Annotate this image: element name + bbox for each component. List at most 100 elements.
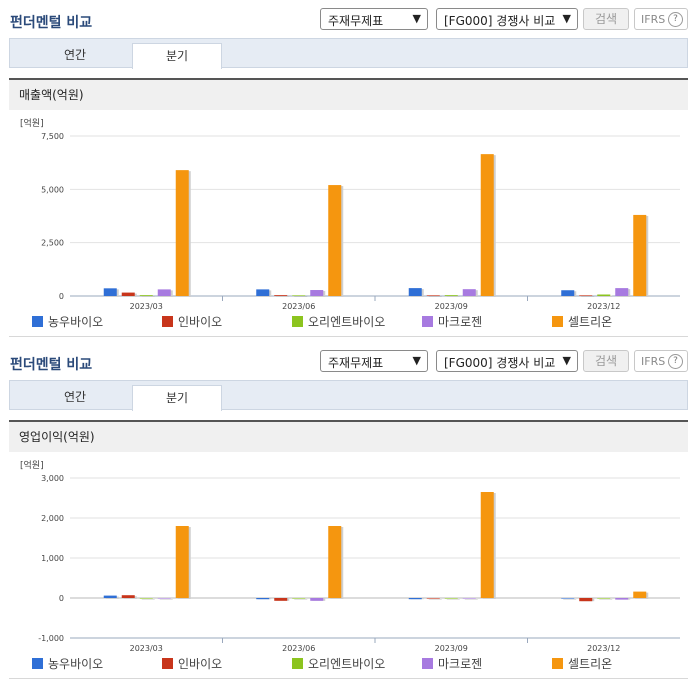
bar[interactable]: [175, 170, 189, 296]
ifrs-label: IFRS: [641, 355, 666, 368]
bar[interactable]: [310, 290, 324, 296]
chevron-down-icon: ▼: [562, 12, 571, 25]
peer-group-select-value: [FG000] 경쟁사 비교: [444, 14, 556, 28]
bar[interactable]: [328, 526, 342, 598]
section-title: 영업이익(억원): [9, 420, 688, 452]
legend-item[interactable]: 농우바이오: [32, 655, 103, 672]
statement-select[interactable]: 주재무제표 ▼: [320, 350, 428, 372]
legend-item[interactable]: 오리엔트바이오: [292, 655, 385, 672]
bar[interactable]: [256, 289, 270, 296]
tab-quarterly[interactable]: 분기: [132, 43, 222, 69]
bar[interactable]: [579, 295, 593, 296]
bar[interactable]: [597, 598, 611, 599]
statement-select-value: 주재무제표: [328, 356, 384, 370]
ifrs-help-button[interactable]: IFRS?: [634, 350, 688, 372]
x-tick-label: 2023/12: [587, 644, 620, 652]
bar[interactable]: [157, 598, 171, 599]
y-tick-label: 1,000: [41, 554, 64, 563]
bar-shadow: [599, 599, 613, 600]
bar-shadow: [563, 599, 577, 600]
bar-shadow: [159, 599, 173, 600]
legend-label: 인바이오: [178, 657, 223, 671]
bar[interactable]: [139, 598, 153, 599]
bar-shadow: [581, 296, 595, 297]
bar[interactable]: [274, 295, 288, 296]
y-tick-label: 2,500: [41, 239, 64, 248]
y-tick-label: 2,000: [41, 514, 64, 523]
bar[interactable]: [157, 289, 171, 296]
bar[interactable]: [462, 598, 476, 599]
tab-annual[interactable]: 연간: [63, 48, 87, 62]
bar[interactable]: [274, 598, 288, 601]
legend-item[interactable]: 셀트리온: [552, 655, 612, 672]
legend-item[interactable]: 마크로젠: [422, 313, 482, 330]
legend-item[interactable]: 농우바이오: [32, 313, 103, 330]
bar[interactable]: [444, 598, 458, 599]
legend-item[interactable]: 마크로젠: [422, 655, 482, 672]
bar[interactable]: [561, 598, 575, 599]
legend-label: 농우바이오: [48, 657, 104, 671]
bar[interactable]: [408, 288, 422, 296]
peer-group-select[interactable]: [FG000] 경쟁사 비교 ▼: [436, 350, 578, 372]
tab-annual[interactable]: 연간: [63, 390, 87, 404]
bar[interactable]: [121, 595, 135, 598]
x-tick-label: 2023/03: [130, 644, 163, 652]
y-tick-label: -1,000: [38, 634, 64, 643]
operating-profit-bar-chart: [억원] -1,000 0 1,000 2,000 3,000 2023/03 2023/0…: [20, 459, 680, 652]
y-tick-label: 7,500: [41, 132, 64, 141]
legend-item[interactable]: 오리엔트바이오: [292, 313, 385, 330]
bar-shadow: [141, 599, 155, 600]
bar[interactable]: [444, 295, 458, 296]
search-button[interactable]: 검색: [583, 350, 629, 372]
legend-label: 농우바이오: [48, 315, 104, 329]
legend-swatch: [422, 316, 433, 327]
bar[interactable]: [328, 185, 342, 296]
bar[interactable]: [480, 154, 494, 296]
legend-swatch: [552, 658, 563, 669]
bar-shadow: [428, 599, 442, 600]
bar[interactable]: [480, 492, 494, 598]
legend-item[interactable]: 인바이오: [162, 313, 222, 330]
bar[interactable]: [615, 288, 629, 296]
search-button[interactable]: 검색: [583, 8, 629, 30]
bar[interactable]: [310, 598, 324, 601]
tab-quarterly[interactable]: 분기: [132, 385, 222, 411]
bar[interactable]: [408, 598, 422, 600]
bar[interactable]: [175, 526, 189, 598]
y-tick-label: 3,000: [41, 474, 64, 483]
help-icon: ?: [668, 354, 683, 369]
bar[interactable]: [292, 295, 306, 296]
y-tick-label: 0: [59, 594, 64, 603]
bar[interactable]: [426, 598, 440, 599]
peer-group-select-value: [FG000] 경쟁사 비교: [444, 356, 556, 370]
legend-item[interactable]: 셀트리온: [552, 313, 612, 330]
bar[interactable]: [597, 294, 611, 296]
legend-swatch: [292, 316, 303, 327]
bar[interactable]: [633, 591, 647, 598]
period-tabs: 연간 분기: [9, 38, 688, 69]
bar[interactable]: [633, 214, 647, 296]
bar[interactable]: [292, 598, 306, 599]
divider: [9, 336, 688, 337]
ifrs-help-button[interactable]: IFRS?: [634, 8, 688, 30]
statement-select[interactable]: 주재무제표 ▼: [320, 8, 428, 30]
peer-group-select[interactable]: [FG000] 경쟁사 비교 ▼: [436, 8, 578, 30]
bar[interactable]: [103, 288, 117, 296]
bar[interactable]: [426, 295, 440, 296]
bar[interactable]: [256, 598, 270, 600]
legend-item[interactable]: 인바이오: [162, 655, 222, 672]
bar[interactable]: [561, 290, 575, 296]
bar[interactable]: [462, 289, 476, 296]
bar[interactable]: [121, 292, 135, 296]
legend-label: 셀트리온: [568, 315, 613, 329]
legend-swatch: [32, 658, 43, 669]
legend-label: 오리엔트바이오: [308, 657, 386, 671]
legend-swatch: [162, 316, 173, 327]
legend-swatch: [162, 658, 173, 669]
bar[interactable]: [103, 595, 117, 598]
bar[interactable]: [615, 598, 629, 600]
bar-shadow: [276, 296, 290, 297]
bar[interactable]: [139, 295, 153, 296]
legend-label: 마크로젠: [438, 657, 483, 671]
bar[interactable]: [579, 598, 593, 602]
